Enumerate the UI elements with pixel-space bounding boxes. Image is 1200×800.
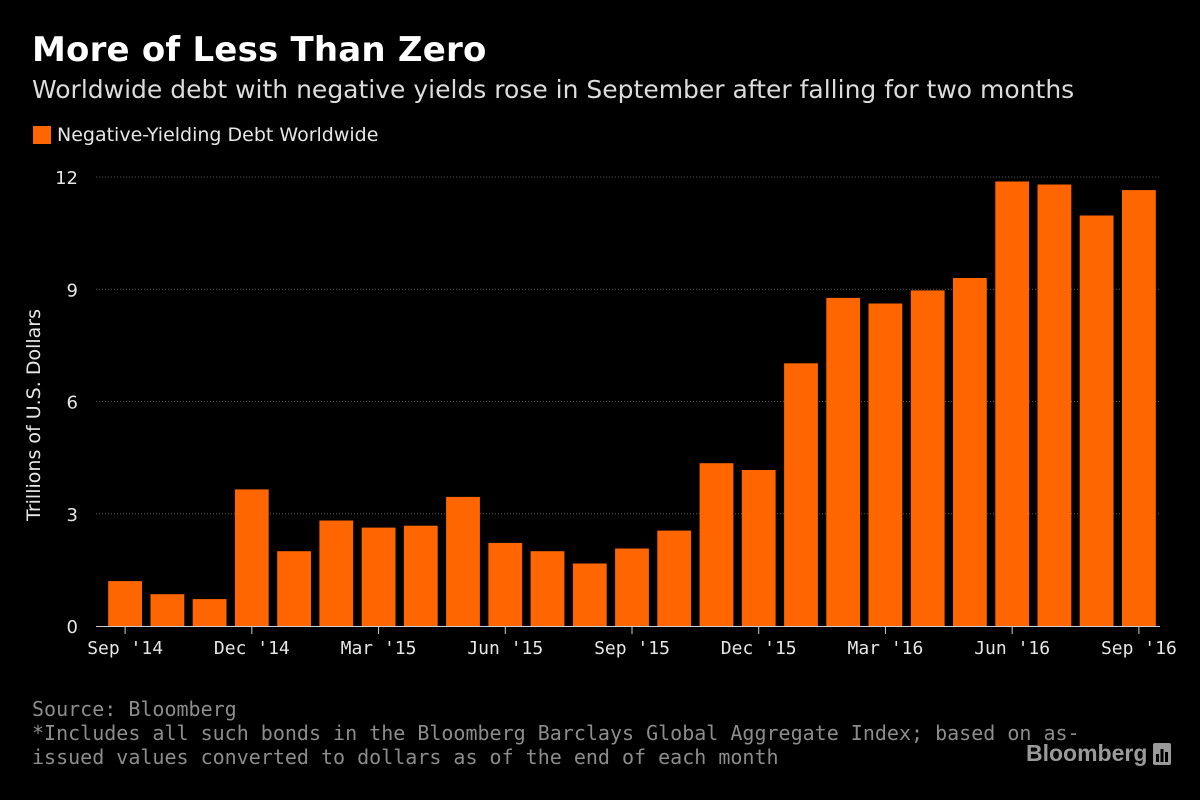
bar <box>572 563 607 626</box>
bar <box>108 581 142 626</box>
bar-chart-icon <box>1153 742 1172 765</box>
bar <box>277 551 311 626</box>
bar <box>361 527 396 626</box>
bar <box>319 520 354 626</box>
bar <box>657 530 692 626</box>
bar <box>530 551 565 626</box>
y-tick-label: 6 <box>67 393 78 414</box>
brand-name: Bloomberg <box>1026 740 1148 766</box>
x-tick-label: Sep '16 <box>1101 638 1177 659</box>
bar <box>403 525 438 626</box>
bar <box>615 548 649 626</box>
grid-layer <box>96 176 1160 515</box>
bar <box>446 496 480 626</box>
x-tick-label: Mar '15 <box>341 638 417 659</box>
x-tick-label: Jun '15 <box>467 638 543 659</box>
bar <box>868 303 903 626</box>
footnote-line-2: issued values converted to dollars as of… <box>32 745 779 769</box>
bar <box>953 278 987 626</box>
x-tick-label: Sep '14 <box>87 638 163 659</box>
x-tick-label: Jun '16 <box>974 638 1050 659</box>
bar-layer <box>108 181 1156 626</box>
bar <box>234 489 269 626</box>
y-axis-label: Trillions of U.S. Dollars <box>23 309 45 522</box>
footer: Source: Bloomberg *Includes all such bon… <box>32 697 1080 769</box>
y-tick-label: 3 <box>67 505 78 526</box>
bar <box>1079 215 1114 626</box>
x-tick-label: Dec '14 <box>214 638 290 659</box>
y-tick-label: 9 <box>67 280 78 301</box>
bar <box>1037 184 1072 626</box>
x-tick-label: Dec '15 <box>721 638 797 659</box>
brand-logo: Bloomberg <box>1026 740 1172 767</box>
bar <box>699 463 734 626</box>
y-tick-layer: 0 3 6 9 12 <box>55 168 78 638</box>
bar <box>995 181 1030 626</box>
y-tick-label: 12 <box>55 168 78 189</box>
legend-swatch <box>33 126 51 144</box>
bar <box>910 290 945 626</box>
bar <box>784 363 818 626</box>
y-tick-label: 0 <box>67 617 78 638</box>
x-tick-label: Mar '16 <box>848 638 924 659</box>
chart-title: More of Less Than Zero <box>32 30 487 70</box>
chart-subtitle: Worldwide debt with negative yields rose… <box>32 75 1075 104</box>
bar <box>826 297 861 626</box>
bar <box>741 470 776 626</box>
bar <box>192 599 227 626</box>
bar <box>488 542 523 626</box>
footnote-line-1: *Includes all such bonds in the Bloomber… <box>32 721 1080 745</box>
x-tick-label: Sep '15 <box>594 638 670 659</box>
legend-label: Negative-Yielding Debt Worldwide <box>57 124 379 146</box>
bar <box>1122 190 1156 626</box>
bar <box>150 594 185 626</box>
x-tick-layer: Sep '14 Dec '14 Mar '15 Jun '15 Sep '15 Dec '… <box>87 626 1177 659</box>
source-note: Source: Bloomberg <box>32 697 237 721</box>
legend: Negative-Yielding Debt Worldwide <box>33 124 378 146</box>
